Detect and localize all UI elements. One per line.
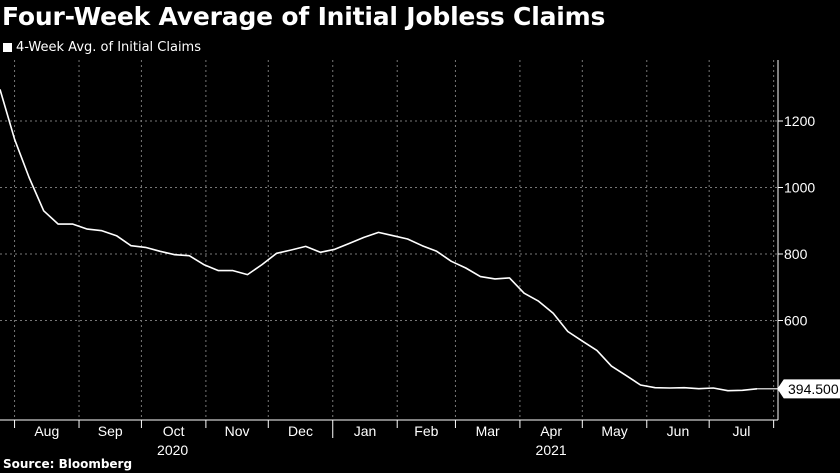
x-year-label: 2021	[536, 442, 567, 458]
y-tick-label: 1000	[784, 180, 815, 196]
last-value-box	[777, 379, 840, 399]
x-month-label: Apr	[540, 423, 562, 439]
legend-label: 4-Week Avg. of Initial Claims	[16, 40, 201, 55]
x-month-label: Nov	[225, 423, 250, 439]
legend: 4-Week Avg. of Initial Claims	[3, 40, 201, 55]
x-month-label: Aug	[34, 423, 59, 439]
source-note: Source: Bloomberg	[3, 457, 133, 471]
x-month-label: Dec	[288, 423, 313, 439]
legend-swatch	[3, 43, 12, 52]
axis-ticks	[14, 120, 783, 438]
x-month-label: Jan	[354, 423, 377, 439]
x-month-label: May	[601, 423, 627, 439]
y-tick-label: 600	[784, 313, 808, 329]
chart-title: Four-Week Average of Initial Jobless Cla…	[2, 2, 606, 31]
y-tick-label: 800	[784, 246, 808, 262]
last-value-label: 394.500	[788, 381, 839, 397]
x-month-label: Feb	[414, 423, 438, 439]
x-month-label: Sep	[98, 423, 123, 439]
x-month-label: Jul	[732, 423, 750, 439]
series-group	[0, 89, 758, 392]
last-value-marker: 394.500	[757, 379, 840, 399]
series-line-initial-claims	[0, 89, 758, 392]
y-tick-label: 1200	[784, 113, 815, 129]
grid	[0, 60, 778, 420]
x-month-label: Oct	[163, 423, 185, 439]
x-month-label: Mar	[476, 423, 500, 439]
y-axis-labels: 600 800 1000 1200	[784, 113, 815, 329]
x-month-label: Jun	[667, 423, 690, 439]
x-axis-labels: Aug Sep Oct Nov Dec Jan Feb Mar Apr May Jun Jul 2020…	[34, 423, 750, 458]
x-year-label: 2020	[157, 442, 188, 458]
